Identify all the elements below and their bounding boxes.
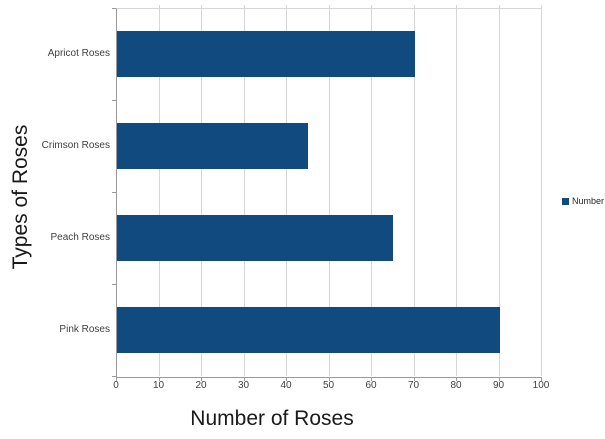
category-axis-tick <box>112 100 116 101</box>
bar-crimson-roses <box>117 123 309 169</box>
gridline <box>201 5 202 376</box>
x-tick-label: 40 <box>280 380 292 391</box>
x-axis-tick <box>371 377 372 381</box>
x-axis-tick <box>456 377 457 381</box>
gridline <box>243 5 245 376</box>
x-tick-label: 100 <box>532 380 550 391</box>
gridline <box>498 5 500 376</box>
x-tick-label: 90 <box>492 380 505 391</box>
x-tick-label: 60 <box>365 380 377 391</box>
x-axis-title: Number of Roses <box>190 407 354 430</box>
bar-peach-roses <box>117 215 394 261</box>
x-axis-tick <box>116 377 117 381</box>
x-axis-tick <box>541 377 542 381</box>
legend-swatch-icon <box>562 197 569 205</box>
x-axis-tick <box>158 377 160 381</box>
x-tick-label: 30 <box>237 380 250 391</box>
legend-item-number: Number <box>562 196 604 206</box>
gridline <box>286 5 287 376</box>
x-axis-tick <box>201 377 202 381</box>
x-axis-tick <box>243 377 245 381</box>
category-axis-tick <box>112 192 116 193</box>
gridline <box>158 5 160 376</box>
x-axis-tick <box>286 377 287 381</box>
gridline <box>371 5 372 376</box>
x-axis-tick <box>328 377 330 381</box>
gridline <box>328 5 330 376</box>
x-tick-label: 0 <box>113 380 119 391</box>
x-tick-label: 50 <box>322 380 335 391</box>
category-label-pink-roses: Pink Roses <box>59 324 110 335</box>
category-label-crimson-roses: Crimson Roses <box>41 140 110 151</box>
legend-label: Number <box>572 196 605 206</box>
category-axis-tick <box>112 8 116 9</box>
x-tick-label: 20 <box>195 380 207 391</box>
category-label-apricot-roses: Apricot Roses <box>47 48 110 59</box>
bar-apricot-roses <box>117 31 415 77</box>
x-tick-label: 80 <box>450 380 462 391</box>
bar-pink-roses <box>117 307 500 353</box>
x-tick-label: 70 <box>407 380 420 391</box>
category-label-peach-roses: Peach Roses <box>50 232 110 243</box>
gridline <box>541 5 542 376</box>
x-tick-label: 10 <box>152 380 165 391</box>
legend: Number <box>562 196 604 206</box>
x-axis-tick <box>498 377 500 381</box>
category-axis-tick <box>112 376 116 377</box>
gridline <box>413 5 415 376</box>
category-axis-tick <box>112 284 116 285</box>
gridline <box>456 5 457 376</box>
x-axis-tick <box>413 377 415 381</box>
